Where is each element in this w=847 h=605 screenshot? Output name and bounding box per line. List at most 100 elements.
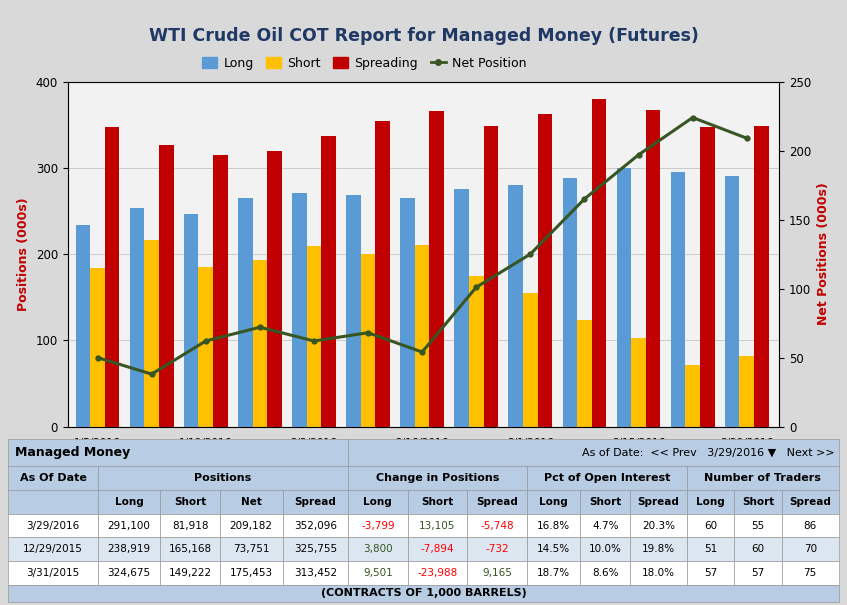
Text: 16.8%: 16.8% [537,521,570,531]
Bar [671,172,685,427]
Bar [592,99,606,427]
Bar [527,466,687,490]
Text: As Of Date: As Of Date [19,473,86,483]
Text: Spread: Spread [295,497,336,507]
Bar [580,561,630,585]
Text: 55: 55 [751,521,765,531]
Text: Short: Short [421,497,453,507]
Text: 9,165: 9,165 [482,568,512,578]
Bar [91,268,105,427]
Text: Positions: Positions [194,473,252,483]
Bar [580,514,630,537]
Bar [687,490,734,514]
Bar [630,561,687,585]
Bar [213,155,228,427]
Text: 4.7%: 4.7% [592,521,618,531]
Bar [687,561,734,585]
Bar [407,537,468,561]
Text: As of Date:  << Prev   3/29/2016 ▼   Next >>: As of Date: << Prev 3/29/2016 ▼ Next >> [582,448,834,457]
Text: 13,105: 13,105 [419,521,456,531]
Text: 325,755: 325,755 [294,544,337,554]
Text: -5,748: -5,748 [480,521,514,531]
Text: 70: 70 [804,544,817,554]
Text: 3/1/2016: 3/1/2016 [507,437,554,448]
Text: Pct of Open Interest: Pct of Open Interest [544,473,670,483]
Text: 3/8/2016: 3/8/2016 [562,451,608,462]
Bar [160,514,220,537]
Text: 313,452: 313,452 [294,568,337,578]
Bar [700,128,715,427]
Bar [198,267,213,427]
Bar [523,293,538,427]
Text: 75: 75 [804,568,817,578]
Bar [348,514,407,537]
Bar [527,537,580,561]
Bar [184,214,198,427]
Y-axis label: Positions (000s): Positions (000s) [17,197,30,311]
Text: Long: Long [696,497,725,507]
Bar [407,490,468,514]
Bar [734,514,782,537]
Bar [130,208,144,427]
Bar [538,114,552,427]
Bar [508,185,523,427]
Text: 2/9/2016: 2/9/2016 [345,451,391,462]
Bar [283,514,348,537]
Bar [630,537,687,561]
Text: 19.8%: 19.8% [642,544,675,554]
Bar [160,537,220,561]
Text: 60: 60 [751,544,765,554]
Bar [8,490,98,514]
Bar [631,338,646,427]
Bar [252,260,267,427]
Text: 291,100: 291,100 [108,521,151,531]
Bar [754,126,769,427]
Bar [630,490,687,514]
Bar [407,561,468,585]
Bar [725,175,739,427]
Text: 3/31/2015: 3/31/2015 [26,568,80,578]
Text: 1/5/2016: 1/5/2016 [75,437,121,448]
Bar [220,514,283,537]
Bar [630,514,687,537]
Text: 10.0%: 10.0% [589,544,622,554]
Bar [617,168,631,427]
Text: -732: -732 [485,544,509,554]
Bar [220,490,283,514]
Bar [8,537,98,561]
Bar [98,514,160,537]
Bar [580,537,630,561]
Text: 73,751: 73,751 [233,544,269,554]
Text: -23,988: -23,988 [418,568,457,578]
Bar [348,537,407,561]
Bar [321,136,336,427]
Bar [283,490,348,514]
Text: 81,918: 81,918 [172,521,208,531]
Bar [782,514,839,537]
Bar [348,466,527,490]
Text: Spread: Spread [789,497,831,507]
Text: 3/29/2016: 3/29/2016 [720,437,773,448]
Text: 209,182: 209,182 [230,521,273,531]
Bar [283,561,348,585]
Text: 20.3%: 20.3% [642,521,675,531]
Text: Long: Long [363,497,392,507]
Bar [292,193,307,427]
Text: Change in Positions: Change in Positions [376,473,499,483]
Bar [469,276,484,427]
Text: 2/16/2016: 2/16/2016 [396,437,449,448]
Bar [685,365,700,427]
Bar [160,561,220,585]
Text: 57: 57 [704,568,717,578]
Bar [8,439,348,466]
Bar [429,111,444,427]
Bar [98,490,160,514]
Text: 352,096: 352,096 [294,521,337,531]
Bar [415,244,429,427]
Text: Short: Short [589,497,622,507]
Text: Managed Money: Managed Money [15,446,130,459]
Bar [98,537,160,561]
Bar [782,561,839,585]
Bar [348,561,407,585]
Bar [734,561,782,585]
